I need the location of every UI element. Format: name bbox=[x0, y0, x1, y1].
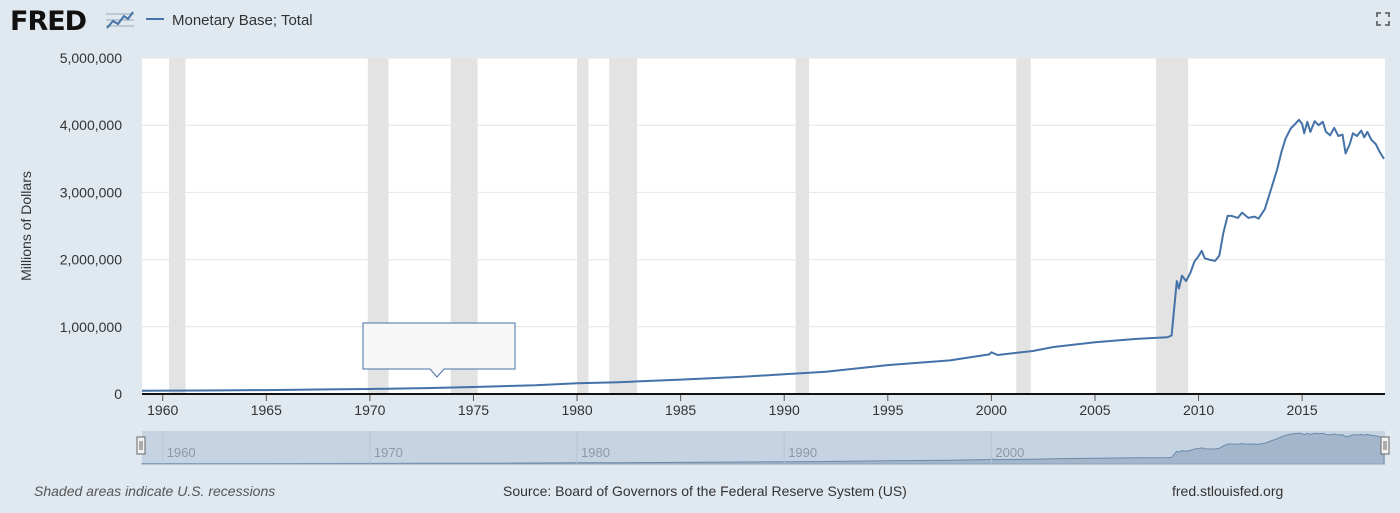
navigator-tick-label: 1980 bbox=[581, 445, 610, 460]
y-axis-label: Millions of Dollars bbox=[18, 171, 34, 281]
legend-swatch bbox=[146, 18, 164, 21]
navigator-tick-label: 1970 bbox=[374, 445, 403, 460]
y-tick-label: 5,000,000 bbox=[60, 50, 122, 66]
navigator-handle-right[interactable] bbox=[1380, 436, 1390, 455]
x-tick-label: 1970 bbox=[354, 402, 385, 418]
recession-band-4 bbox=[609, 58, 638, 394]
recession-band-7 bbox=[1156, 58, 1189, 394]
plot-area bbox=[142, 58, 1385, 394]
y-tick-label: 4,000,000 bbox=[60, 117, 122, 133]
x-tick-label: 1965 bbox=[251, 402, 282, 418]
navigator[interactable]: 1960 1970 1980 1990 2000 bbox=[136, 431, 1390, 465]
fullscreen-icon[interactable] bbox=[1376, 12, 1390, 26]
y-tick-label: 3,000,000 bbox=[60, 184, 122, 200]
recession-band-5 bbox=[795, 58, 810, 394]
site-link[interactable]: fred.stlouisfed.org bbox=[1172, 483, 1284, 499]
chart-legend: Monetary Base; Total bbox=[146, 12, 313, 29]
navigator-handle-left[interactable] bbox=[136, 436, 146, 455]
x-tick-label: 2015 bbox=[1287, 402, 1318, 418]
recession-note: Shaded areas indicate U.S. recessions bbox=[34, 483, 276, 499]
legend-series-name: Monetary Base; Total bbox=[172, 12, 313, 29]
series-line[interactable] bbox=[141, 118, 1385, 392]
navigator-tick-label: 1990 bbox=[788, 445, 817, 460]
x-tick-label: 1995 bbox=[872, 402, 903, 418]
x-tick-label: 2000 bbox=[976, 402, 1007, 418]
source-note: Source: Board of Governors of the Federa… bbox=[503, 483, 907, 499]
recession-band-3 bbox=[577, 58, 589, 394]
y-tick-label: 1,000,000 bbox=[60, 319, 122, 335]
trend-graph-icon bbox=[106, 11, 134, 29]
x-tick-label: 1980 bbox=[561, 402, 592, 418]
x-tick-label: 2010 bbox=[1183, 402, 1214, 418]
navigator-tick-label: 2000 bbox=[995, 445, 1024, 460]
y-tick-label: 0 bbox=[114, 386, 122, 402]
x-tick-label: 2005 bbox=[1079, 402, 1110, 418]
x-tick-label: 1960 bbox=[147, 402, 178, 418]
recession-band-1 bbox=[367, 58, 389, 394]
navigator-tick-label: 1960 bbox=[167, 445, 196, 460]
tooltip bbox=[362, 322, 516, 378]
chart-header: FRED Monetary Base; Total bbox=[0, 0, 1400, 44]
recession-band-6 bbox=[1016, 58, 1031, 394]
x-tick-label: 1990 bbox=[769, 402, 800, 418]
y-tick-label: 2,000,000 bbox=[60, 252, 122, 268]
navigator-area bbox=[141, 432, 1385, 465]
x-tick-label: 1985 bbox=[665, 402, 696, 418]
fred-logo[interactable]: FRED bbox=[10, 6, 87, 37]
x-tick-label: 1975 bbox=[458, 402, 489, 418]
recession-band-0 bbox=[168, 58, 186, 394]
